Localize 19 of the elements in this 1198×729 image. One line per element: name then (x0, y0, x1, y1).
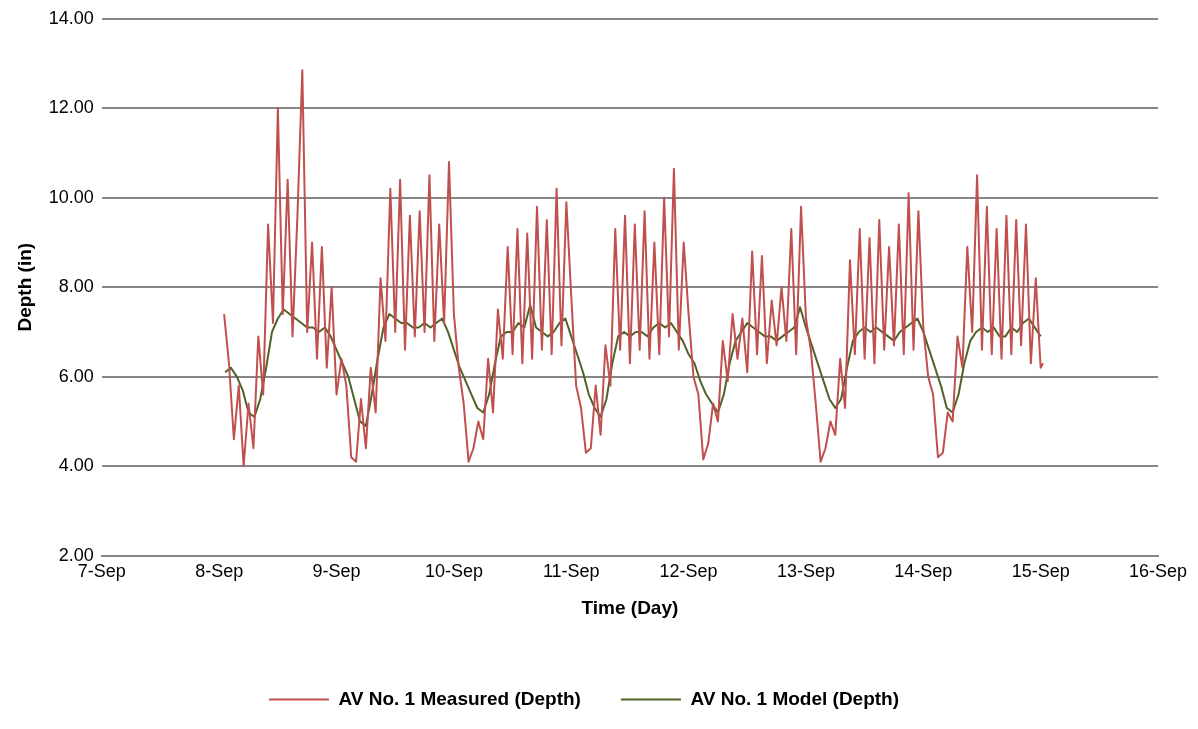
legend-label: AV No. 1 Model (Depth) (690, 687, 900, 709)
y-tick-label: 14.00 (48, 7, 94, 28)
x-tick-label: 8-Sep (195, 561, 244, 582)
x-tick-label: 13-Sep (776, 561, 835, 582)
x-tick-label: 15-Sep (1011, 561, 1070, 582)
x-tick-label: 9-Sep (312, 561, 361, 582)
x-axis-title: Time (Day) (581, 596, 679, 618)
y-tick-label: 12.00 (48, 97, 94, 118)
x-tick-label: 14-Sep (894, 561, 953, 582)
x-tick-label: 12-Sep (659, 561, 718, 582)
x-tick-label: 16-Sep (1128, 561, 1188, 582)
y-tick-label: 10.00 (48, 186, 94, 207)
y-tick-label: 4.00 (58, 455, 94, 476)
y-axis-title: Depth (in) (13, 242, 35, 332)
y-tick-label: 8.00 (58, 276, 94, 297)
legend-label: AV No. 1 Measured (Depth) (338, 687, 581, 709)
x-tick-label: 11-Sep (542, 561, 600, 582)
x-tick-label: 10-Sep (424, 561, 483, 582)
y-tick-label: 6.00 (58, 365, 94, 386)
